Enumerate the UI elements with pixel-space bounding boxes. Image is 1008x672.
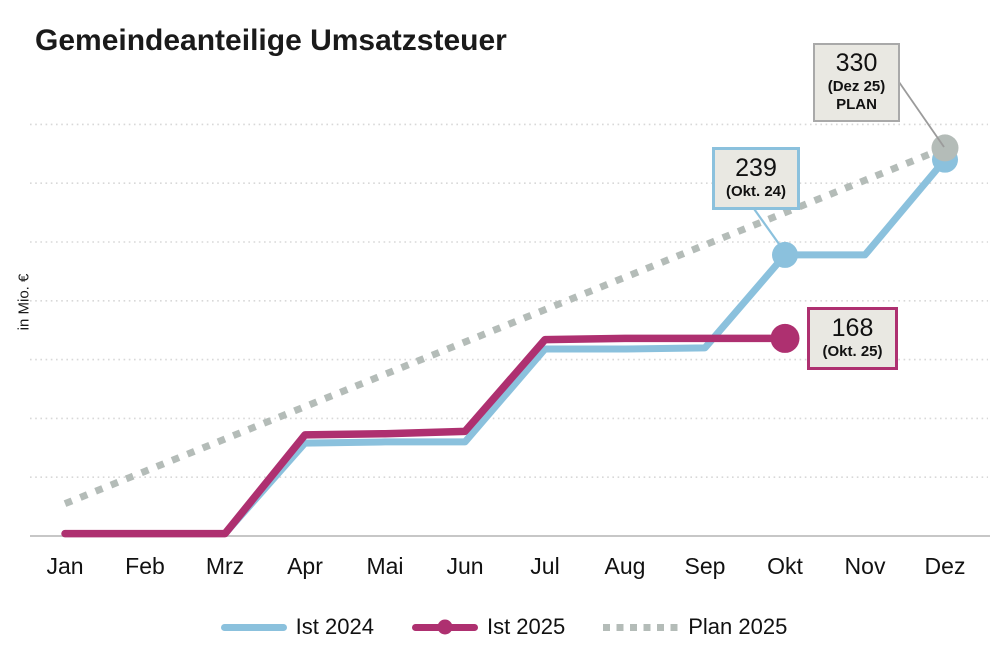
annotation-plan-period: (Dez 25) <box>827 77 886 95</box>
x-tick-label-jun: Jun <box>446 553 483 579</box>
leader-line-ist2024 <box>751 205 785 252</box>
x-tick-label-dez: Dez <box>925 553 966 579</box>
marker-ist-2024-okt <box>772 241 798 268</box>
legend-item-ist-2024: Ist 2024 <box>220 614 374 640</box>
y-axis-label: in Mio. € <box>15 273 33 331</box>
annotation-plan-tag: PLAN <box>836 96 877 114</box>
legend-swatch-ist-2024 <box>220 623 287 631</box>
x-tick-label-jan: Jan <box>46 553 83 579</box>
x-tick-label-jul: Jul <box>530 553 559 579</box>
annotation-plan-value: 330 <box>835 49 878 77</box>
legend-label-ist-2025: Ist 2025 <box>486 614 566 639</box>
legend-item-plan-2025: Plan 2025 <box>603 614 787 640</box>
legend-item-ist-2025: Ist 2025 <box>411 614 566 640</box>
marker-plan-2025-dez <box>931 134 959 162</box>
legend: Ist 2024 Ist 2025 Plan 2025 <box>0 614 1008 640</box>
x-tick-label-nov: Nov <box>845 553 886 579</box>
x-tick-label-okt: Okt <box>767 553 803 579</box>
marker-ist-2025-okt <box>770 323 800 353</box>
annotation-ist2024-okt: 239 (Okt. 24) <box>712 147 800 211</box>
annotation-plan-dez: 330 (Dez 25) PLAN <box>813 43 900 123</box>
x-tick-label-aug: Aug <box>605 553 646 579</box>
chart-title: Gemeindeanteilige Umsatzsteuer <box>35 24 507 57</box>
x-tick-label-mrz: Mrz <box>206 553 244 579</box>
x-tick-label-mai: Mai <box>366 553 403 579</box>
legend-swatch-plan-2025 <box>603 623 680 631</box>
legend-label-ist-2024: Ist 2024 <box>295 614 374 639</box>
series-line-ist-2025 <box>61 334 789 538</box>
x-tick-label-apr: Apr <box>287 553 323 579</box>
x-tick-label-sep: Sep <box>685 553 726 579</box>
x-tick-label-feb: Feb <box>125 553 165 579</box>
legend-swatch-marker-dot <box>437 619 453 635</box>
annotation-ist2025-period: (Okt. 25) <box>822 342 883 360</box>
annotation-ist2025-okt: 168 (Okt. 25) <box>807 307 898 371</box>
annotation-ist2024-period: (Okt. 24) <box>725 182 786 200</box>
legend-swatch-ist-2025 <box>411 619 478 635</box>
legend-label-plan-2025: Plan 2025 <box>688 614 788 639</box>
annotation-ist2025-value: 168 <box>831 314 874 342</box>
annotation-ist2024-value: 239 <box>735 154 777 182</box>
leader-line-plan <box>898 81 945 148</box>
